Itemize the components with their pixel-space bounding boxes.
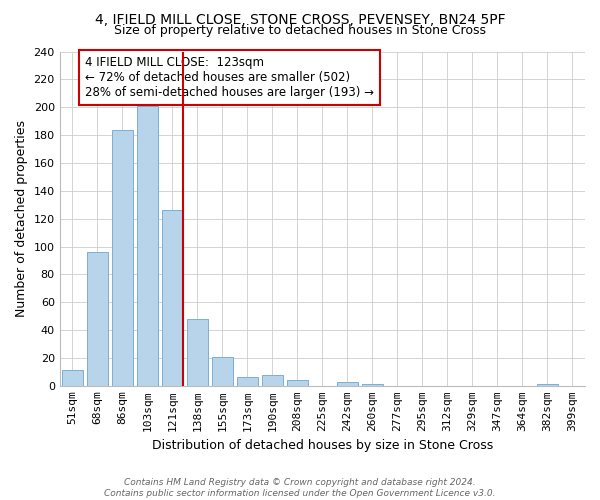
Bar (137, 106, 158, 386)
Bar (287, 380, 308, 386)
Text: Size of property relative to detached houses in Stone Cross: Size of property relative to detached ho… (114, 24, 486, 37)
Bar (112, 130, 133, 386)
Bar (212, 356, 233, 386)
Text: Contains HM Land Registry data © Crown copyright and database right 2024.
Contai: Contains HM Land Registry data © Crown c… (104, 478, 496, 498)
Bar (362, 384, 383, 386)
Bar (187, 319, 208, 386)
Bar (62, 370, 83, 386)
Text: 4, IFIELD MILL CLOSE, STONE CROSS, PEVENSEY, BN24 5PF: 4, IFIELD MILL CLOSE, STONE CROSS, PEVEN… (95, 12, 505, 26)
Bar (86, 252, 108, 386)
Y-axis label: Number of detached properties: Number of detached properties (15, 120, 28, 317)
Bar (161, 210, 183, 386)
Bar (337, 382, 358, 386)
X-axis label: Distribution of detached houses by size in Stone Cross: Distribution of detached houses by size … (152, 440, 493, 452)
Bar (236, 378, 258, 386)
Bar (262, 374, 283, 386)
Bar (537, 384, 558, 386)
Text: 4 IFIELD MILL CLOSE:  123sqm
← 72% of detached houses are smaller (502)
28% of s: 4 IFIELD MILL CLOSE: 123sqm ← 72% of det… (85, 56, 374, 98)
